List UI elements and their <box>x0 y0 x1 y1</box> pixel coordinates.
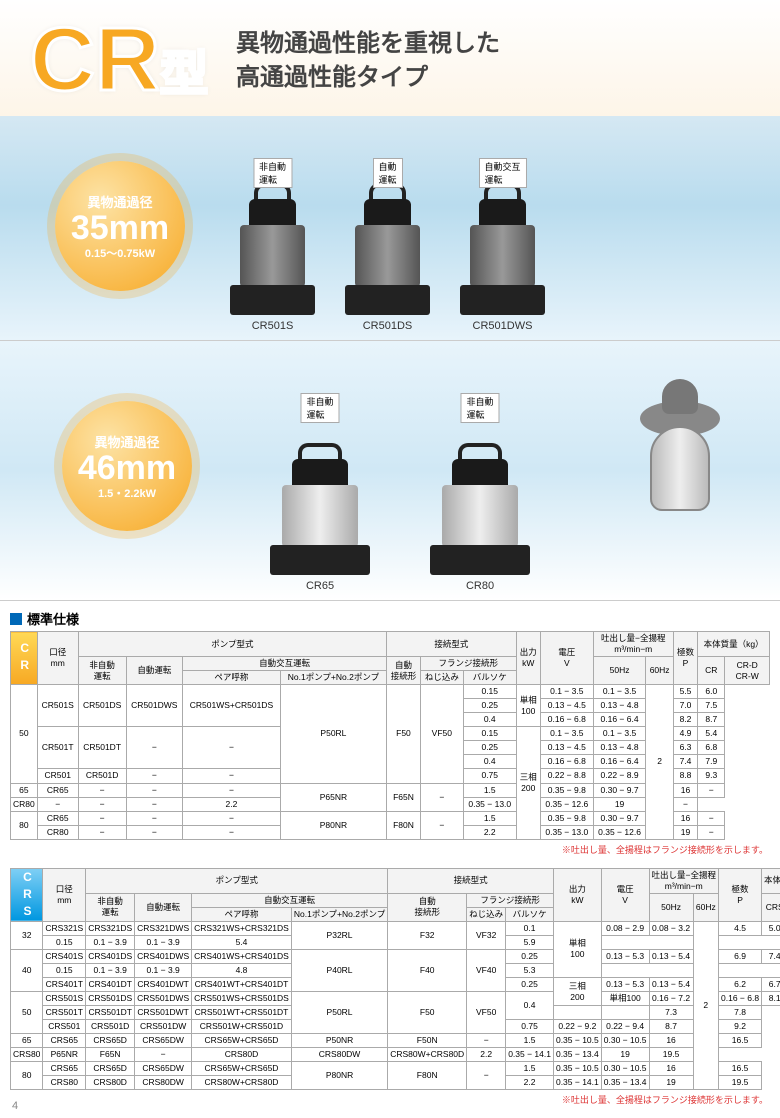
badge-35mm: 異物通過径 35mm 0.15〜0.75kW <box>55 161 185 291</box>
badge-46mm: 異物通過径 46mm 1.5・2.2kW <box>62 401 192 531</box>
header: CR型 異物通過性能を重視した 高通過性能タイプ <box>0 0 780 116</box>
hero-1: 異物通過径 35mm 0.15〜0.75kW 非自動運転 CR501S 自動運転… <box>0 116 780 341</box>
table-row: 50CRS501SCRS501DSCRS501DWSCRS501WS+CRS50… <box>11 992 780 1006</box>
table-row: 80CRS65CRS65DCRS65DWCRS65W+CRS65DP80NRF8… <box>11 1062 780 1076</box>
pump-item: 非自動運転 CR65 <box>270 415 370 592</box>
table-row: 65CRS65CRS65DCRS65DWCRS65W+CRS65DP50NRF5… <box>11 1034 780 1048</box>
table-row: 32CRS321SCRS321DSCRS321DWSCRS321WS+CRS32… <box>11 921 780 935</box>
model-logo: CR型 <box>30 20 208 101</box>
crs-sidebar: CRS <box>11 868 43 921</box>
table-row: 40CRS401SCRS401DSCRS401DWSCRS401WS+CRS40… <box>11 949 780 963</box>
hero-2: 異物通過径 46mm 1.5・2.2kW 非自動運転 CR65 非自動運転 CR… <box>0 341 780 601</box>
pump-item: 非自動運転 CR80 <box>430 415 530 592</box>
mascot-icon <box>620 371 740 541</box>
spec-section-title: 標準仕様 <box>0 601 780 631</box>
note-cr: ※吐出し量、全揚程はフランジ接続形を示します。 <box>0 840 780 868</box>
pump-item: 自動交互運転 CR501DWS <box>460 180 545 332</box>
cr-sidebar: CR <box>11 632 38 685</box>
note-crs: ※吐出し量、全揚程はフランジ接続形を示します。 <box>0 1090 780 1118</box>
pump-item: 自動運転 CR501DS <box>345 180 430 332</box>
tagline: 異物通過性能を重視した 高通過性能タイプ <box>236 27 500 94</box>
cr-spec-table: CR 口径mm ポンプ型式 接続型式 出力kW 電圧V 吐出し量−全揚程m³/m… <box>10 631 770 840</box>
pump-item: 非自動運転 CR501S <box>230 180 315 332</box>
crs-spec-table: CRS 口径mm ポンプ型式 接続型式 出力kW 電圧V 吐出し量−全揚程m³/… <box>10 868 780 1091</box>
page-number: 4 <box>12 1100 18 1112</box>
table-row: 50CR501SCR501DSCR501DWSCR501WS+CR501DSP5… <box>11 685 770 699</box>
